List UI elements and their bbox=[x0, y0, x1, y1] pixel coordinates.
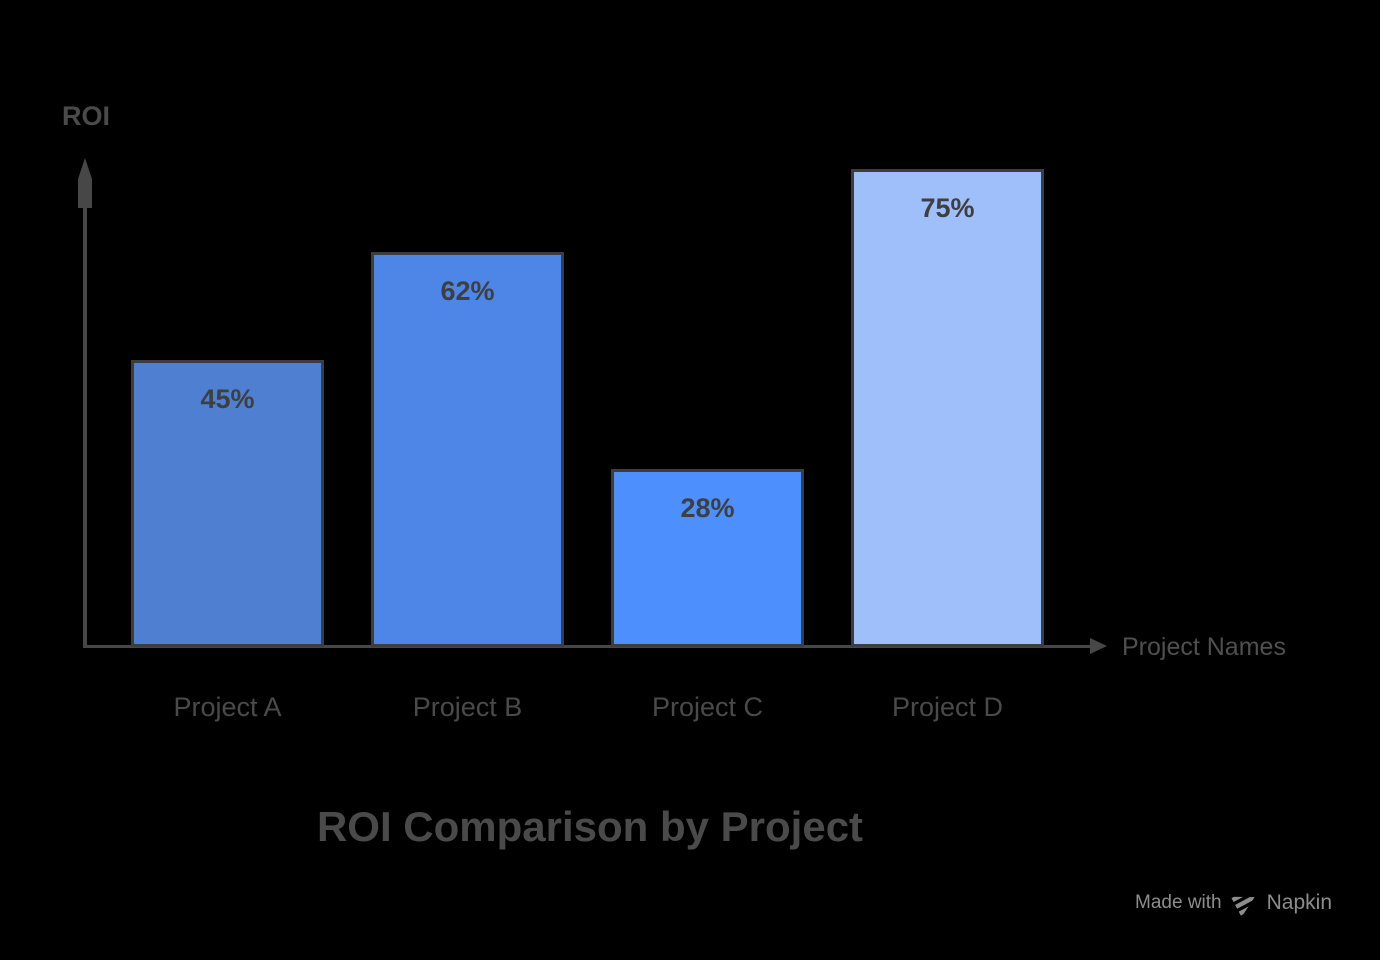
bar-value-label: 75% bbox=[920, 193, 975, 223]
brand-label: Napkin bbox=[1266, 890, 1332, 914]
y-axis-arrow-icon bbox=[78, 158, 92, 208]
y-axis-label: ROI bbox=[61, 101, 110, 131]
bar-project-b: 62% bbox=[371, 252, 564, 647]
x-axis-label: Project Names bbox=[1122, 633, 1286, 661]
bar-project-a: 45% bbox=[131, 360, 324, 647]
footer-branding: Made with Napkin bbox=[1135, 889, 1332, 916]
bar-project-d: 75% bbox=[851, 169, 1044, 647]
x-tick-label-project-b: Project B bbox=[412, 692, 523, 722]
made-with-label: Made with bbox=[1135, 891, 1222, 913]
napkin-logo-icon bbox=[1230, 889, 1258, 916]
chart-title: ROI Comparison by Project bbox=[316, 803, 864, 850]
bar-value-label: 62% bbox=[440, 276, 495, 306]
x-tick-label-project-c: Project C bbox=[651, 692, 764, 722]
x-tick-label-project-d: Project D bbox=[891, 692, 1004, 722]
y-axis-line bbox=[83, 200, 87, 647]
x-tick-label-project-a: Project A bbox=[173, 692, 282, 722]
bar-value-label: 28% bbox=[680, 493, 735, 523]
x-axis-line bbox=[83, 645, 1093, 648]
bar-project-c: 28% bbox=[611, 469, 804, 647]
bar-value-label: 45% bbox=[200, 384, 255, 414]
x-axis-arrow-icon bbox=[1090, 638, 1107, 654]
